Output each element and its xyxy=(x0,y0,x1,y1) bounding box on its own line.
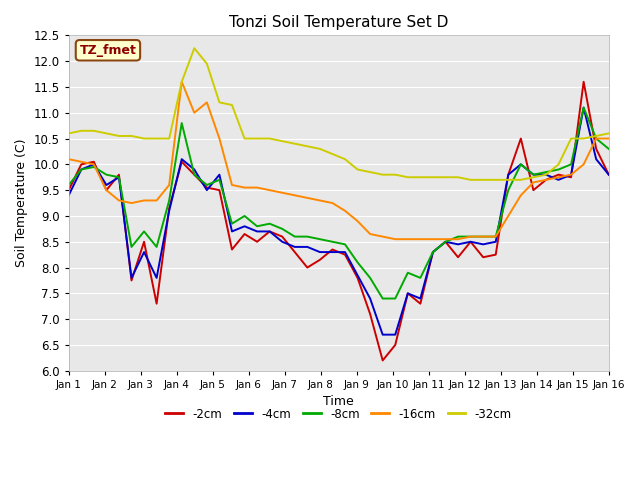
Y-axis label: Soil Temperature (C): Soil Temperature (C) xyxy=(15,139,28,267)
Legend: -2cm, -4cm, -8cm, -16cm, -32cm: -2cm, -4cm, -8cm, -16cm, -32cm xyxy=(161,403,516,425)
Title: Tonzi Soil Temperature Set D: Tonzi Soil Temperature Set D xyxy=(229,15,449,30)
X-axis label: Time: Time xyxy=(323,396,354,408)
Text: TZ_fmet: TZ_fmet xyxy=(79,44,136,57)
